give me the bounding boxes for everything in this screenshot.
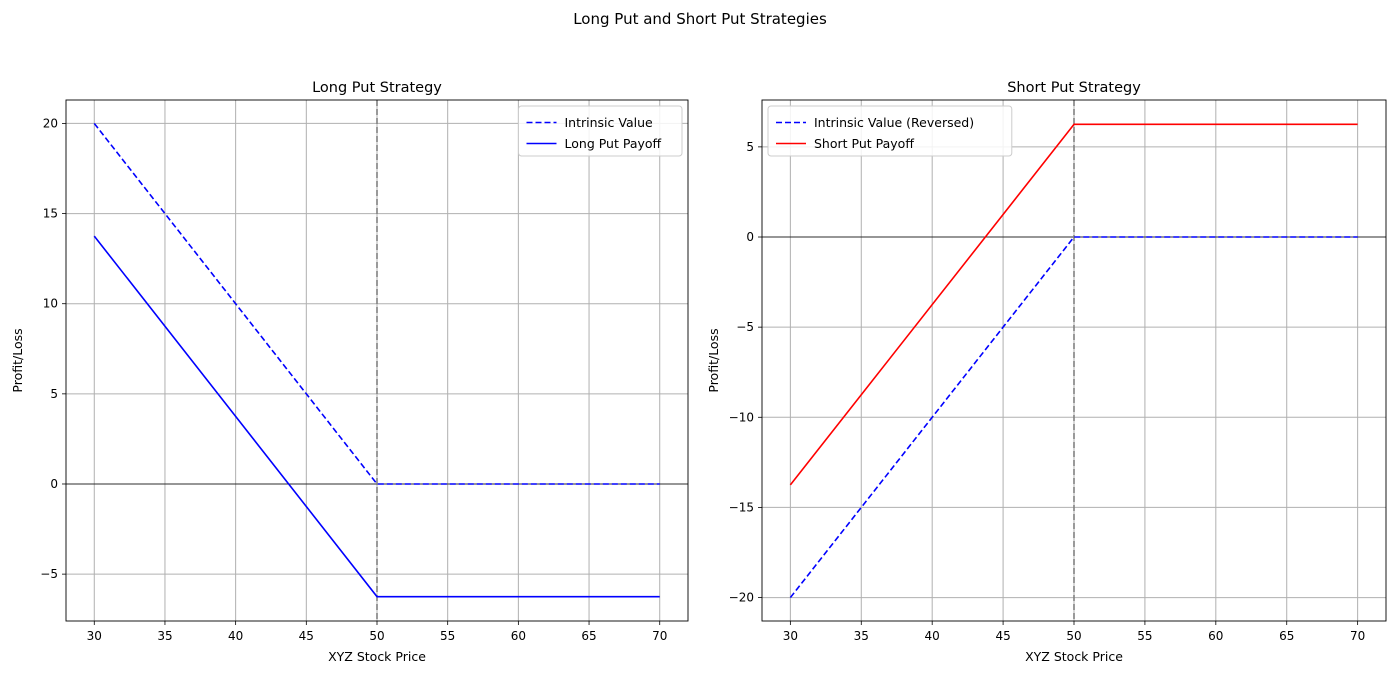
legend-label: Long Put Payoff xyxy=(565,136,662,151)
x-axis-label: XYZ Stock Price xyxy=(328,649,426,664)
subplot-title: Long Put Strategy xyxy=(312,80,442,96)
x-tick-label: 65 xyxy=(1279,629,1294,643)
x-tick-label: 55 xyxy=(1137,629,1152,643)
x-tick-label: 50 xyxy=(369,629,384,643)
subplot-2: 30 35 40 45 50 55 60 65 70 −20 −15 −10 −5 0 5 Short Put… xyxy=(706,80,1387,664)
x-tick-label: 70 xyxy=(652,629,667,643)
y-tick-label: −5 xyxy=(40,567,58,581)
figure-title: Long Put and Short Put Strategies xyxy=(573,10,827,28)
y-tick-label: 10 xyxy=(43,297,58,311)
series-line xyxy=(789,123,1358,486)
legend-box xyxy=(518,105,683,157)
y-tick-label: −5 xyxy=(736,320,754,334)
x-tick-label: 45 xyxy=(995,629,1010,643)
x-tick-label: 60 xyxy=(1208,629,1223,643)
legend-box xyxy=(767,105,1013,157)
y-tick-label: 5 xyxy=(746,140,754,154)
x-tick-label: 55 xyxy=(440,629,455,643)
x-tick-label: 50 xyxy=(1066,629,1081,643)
y-axis-label: Profit/Loss xyxy=(10,328,25,392)
x-tick-label: 70 xyxy=(1350,629,1365,643)
y-tick-label: 20 xyxy=(43,116,58,130)
x-tick-label: 35 xyxy=(157,629,172,643)
x-tick-label: 35 xyxy=(854,629,869,643)
legend-label: Short Put Payoff xyxy=(814,136,914,151)
y-tick-label: 15 xyxy=(43,207,58,221)
x-tick-label: 65 xyxy=(581,629,596,643)
y-tick-label: −15 xyxy=(729,500,754,514)
y-axis-label: Profit/Loss xyxy=(706,328,721,392)
x-tick-label: 30 xyxy=(87,629,102,643)
x-tick-label: 40 xyxy=(925,629,940,643)
y-tick-label: 5 xyxy=(50,387,58,401)
y-tick-label: 0 xyxy=(50,477,58,491)
x-tick-label: 30 xyxy=(783,629,798,643)
x-tick-label: 45 xyxy=(299,629,314,643)
x-tick-label: 40 xyxy=(228,629,243,643)
y-tick-label: −10 xyxy=(729,410,754,424)
subplot-1: 30 35 40 45 50 55 60 65 70 −5 0 5 10 15 20 Long Put Str… xyxy=(10,80,689,664)
legend: Intrinsic Value Long Put Payoff xyxy=(518,105,683,157)
legend-label: Intrinsic Value xyxy=(565,115,654,130)
y-tick-label: 0 xyxy=(746,230,754,244)
x-tick-label: 60 xyxy=(511,629,526,643)
subplot-title: Short Put Strategy xyxy=(1007,80,1141,96)
legend-label: Intrinsic Value (Reversed) xyxy=(814,115,974,130)
x-axis-label: XYZ Stock Price xyxy=(1025,649,1123,664)
legend: Intrinsic Value (Reversed) Short Put Payo… xyxy=(767,105,1013,157)
series-line xyxy=(93,235,660,598)
y-tick-label: −20 xyxy=(729,591,754,605)
